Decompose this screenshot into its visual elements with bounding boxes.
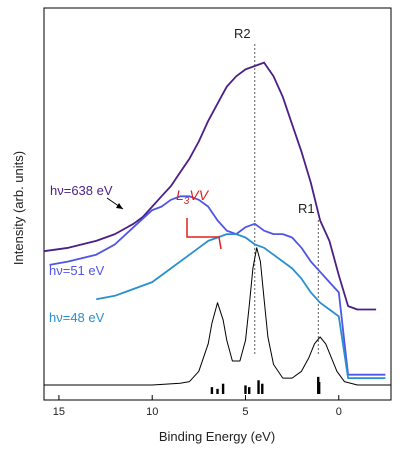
stick-bars xyxy=(210,376,321,394)
x-axis-ticks: 15 10 5 0 xyxy=(53,395,342,418)
y-axis-title: Intensity (arb. units) xyxy=(11,151,26,265)
series-label-51: hν=51 eV xyxy=(49,263,105,278)
x-tick-label: 10 xyxy=(146,406,158,418)
stick-bar xyxy=(210,387,214,394)
x-tick-label: 15 xyxy=(53,406,65,418)
series-group xyxy=(43,61,391,386)
series-line-calculated xyxy=(44,247,391,386)
l3vv-annotation: L3VV xyxy=(176,187,210,207)
reference-lines xyxy=(254,44,319,355)
stick-bar xyxy=(317,381,321,394)
plot-frame xyxy=(43,7,392,401)
series-label-638: hν=638 eV xyxy=(50,183,113,198)
r1-peak-label: R1 xyxy=(298,201,315,216)
stick-bar xyxy=(216,388,219,394)
x-axis-title: Binding Energy (eV) xyxy=(159,429,275,444)
l3vv-subscript: 3 xyxy=(184,196,190,207)
l3vv-text: L3VV xyxy=(176,187,210,207)
l3vv-rest: VV xyxy=(189,187,209,203)
x-tick-label: 0 xyxy=(336,406,342,418)
series-line-51ev xyxy=(49,195,386,376)
stick-bar xyxy=(221,383,225,394)
series-line-638ev xyxy=(43,61,377,311)
series-label-48: hν=48 eV xyxy=(49,310,105,325)
l3vv-bracket xyxy=(186,218,222,250)
r2-peak-label: R2 xyxy=(234,26,251,41)
stick-bar xyxy=(248,387,251,394)
l3vv-letter: L xyxy=(176,187,184,203)
series-label-638-arrowhead xyxy=(116,203,123,209)
stick-bar xyxy=(261,383,264,394)
x-tick-label: 5 xyxy=(242,406,248,418)
stick-bar xyxy=(257,380,260,394)
stick-bar xyxy=(244,385,247,394)
series-line-48ev xyxy=(96,233,386,379)
